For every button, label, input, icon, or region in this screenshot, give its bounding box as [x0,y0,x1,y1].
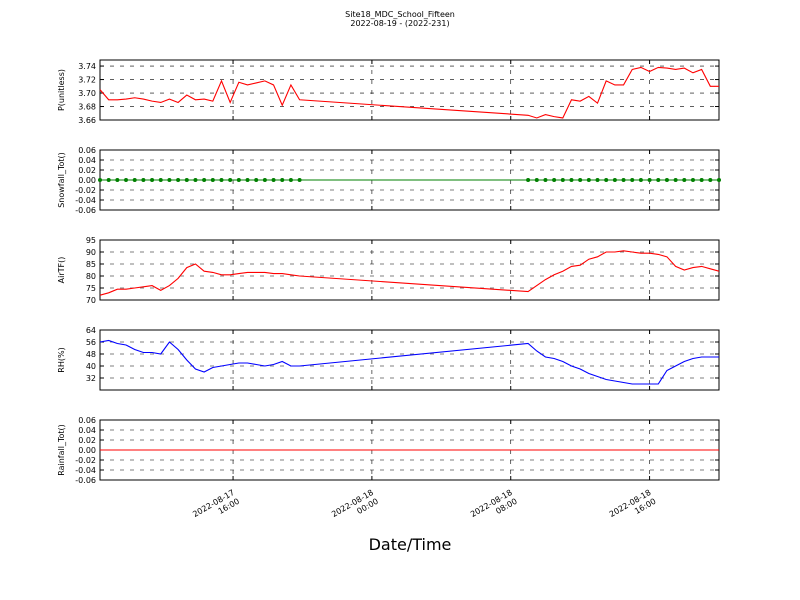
data-point [552,178,557,182]
data-point [280,178,285,182]
y-axis-label: AirTF() [57,257,66,284]
data-point [132,178,137,182]
y-axis-label: RH(%) [57,347,66,372]
y-tick-label: -0.04 [75,196,96,205]
y-axis-label: P(unitless) [57,69,66,111]
y-tick-label: 32 [86,374,96,383]
data-point [673,178,678,182]
data-point [150,178,155,182]
data-point [560,178,565,182]
data-point [115,178,120,182]
data-point [228,178,233,182]
data-point [578,178,583,182]
y-tick-label: 0.06 [78,416,96,425]
data-point [664,178,669,182]
data-point [98,178,102,182]
y-tick-label: 80 [86,272,96,281]
chart-title: Site18_MDC_School_Fifteen [345,10,455,19]
data-point [297,178,302,182]
data-point [176,178,181,182]
data-point [158,178,163,182]
data-point [254,178,259,182]
y-tick-label: 0.02 [78,436,96,445]
y-tick-label: 3.74 [78,62,96,71]
y-tick-label: 40 [86,362,96,371]
data-point [708,178,713,182]
data-point [245,178,250,182]
data-point [262,178,267,182]
y-tick-label: 85 [86,260,96,269]
data-point [526,178,531,182]
data-point [630,178,635,182]
y-tick-label: -0.06 [75,206,96,215]
y-tick-label: 70 [86,296,96,305]
y-axis-label: Snowfall_Tot() [57,152,66,208]
plot-frame [99,329,720,391]
data-point [638,178,643,182]
y-tick-label: 0.06 [78,146,96,155]
data-point [210,178,215,182]
data-point [647,178,652,182]
y-tick-label: -0.04 [75,466,96,475]
data-point [219,178,224,182]
y-tick-label: 3.66 [78,116,96,125]
data-point [604,178,609,182]
data-point [141,178,146,182]
data-point [167,178,172,182]
plot-frame [99,239,720,301]
x-axis-label: Date/Time [369,535,452,554]
y-axis-label: Rainfall_Tot() [57,424,66,476]
data-point [288,178,293,182]
data-point [569,178,574,182]
data-line [99,339,719,385]
y-tick-label: 64 [86,326,96,335]
data-point [236,178,241,182]
data-line [99,66,719,119]
y-tick-label: 0.00 [78,176,96,185]
data-point [202,178,207,182]
data-point [621,178,626,182]
y-tick-label: 0.02 [78,166,96,175]
y-tick-label: -0.06 [75,476,96,485]
y-tick-label: 0.04 [78,426,96,435]
data-line [99,250,720,296]
y-tick-label: 90 [86,248,96,257]
data-point [586,178,591,182]
data-point [595,178,600,182]
y-tick-label: 3.68 [78,103,96,112]
data-point [184,178,189,182]
chart-subtitle: 2022-08-19 - (2022-231) [350,19,449,28]
data-point [682,178,687,182]
y-tick-label: -0.02 [75,456,96,465]
data-point [543,178,548,182]
data-point [717,178,721,182]
data-point [124,178,129,182]
y-tick-label: 75 [86,284,96,293]
data-point [699,178,704,182]
y-tick-label: 48 [86,350,96,359]
y-tick-label: 0.04 [78,156,96,165]
y-tick-label: -0.02 [75,186,96,195]
y-tick-label: 3.72 [78,76,96,85]
y-tick-label: 0.00 [78,446,96,455]
data-point [534,178,539,182]
data-point [612,178,617,182]
y-tick-label: 3.70 [78,89,96,98]
data-point [271,178,276,182]
data-point [656,178,661,182]
y-tick-label: 95 [86,236,96,245]
data-point [690,178,695,182]
data-point [193,178,198,182]
data-point [106,178,111,182]
y-tick-label: 56 [86,338,96,347]
